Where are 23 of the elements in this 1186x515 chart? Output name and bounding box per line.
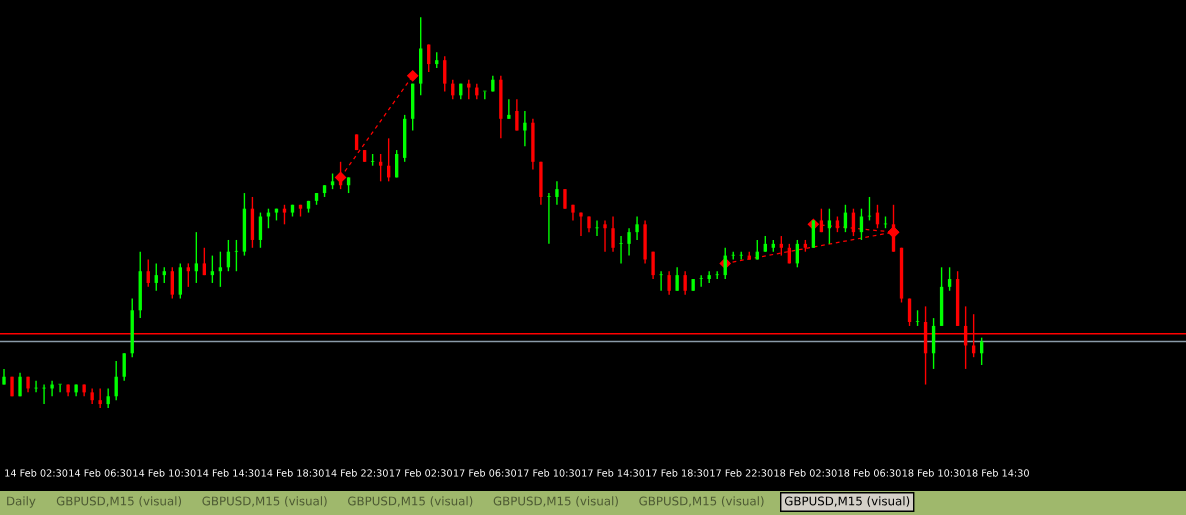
x-tick-label: 17 Feb 18:30: [646, 469, 709, 477]
x-tick-label: 18 Feb 02:30: [774, 469, 837, 477]
x-tick-label: 17 Feb 22:30: [710, 469, 773, 477]
x-tick-label: 14 Feb 02:30: [5, 469, 68, 477]
text: Daily: [7, 496, 36, 508]
x-tick-label: 14 Feb 18:30: [261, 469, 324, 477]
text: GBPUSD,M15 (visual): [202, 496, 327, 507]
x-tick-label: 14 Feb 06:30: [69, 469, 132, 477]
x-tick-label: 14 Feb 22:30: [325, 469, 388, 477]
x-tick-label: 14 Feb 10:30: [133, 469, 196, 477]
x-tick-label: 18 Feb 14:30: [966, 469, 1029, 477]
x-tick-label: 17 Feb 10:30: [518, 469, 581, 477]
x-tick-label: 17 Feb 14:30: [582, 469, 645, 477]
x-tick-label: 14 Feb 14:30: [197, 469, 260, 477]
x-tick-label: 17 Feb 02:30: [389, 469, 452, 477]
text: GBPUSD,M15 (visual): [784, 496, 910, 507]
text: GBPUSD,M15 (visual): [493, 496, 618, 507]
text: GBPUSD,M15 (visual): [56, 496, 182, 507]
text: GBPUSD,M15 (visual): [348, 496, 473, 507]
x-tick-label: 18 Feb 10:30: [902, 469, 965, 477]
x-tick-label: 17 Feb 06:30: [454, 469, 517, 477]
x-tick-label: 18 Feb 06:30: [838, 469, 901, 477]
text: GBPUSD,M15 (visual): [639, 496, 764, 507]
